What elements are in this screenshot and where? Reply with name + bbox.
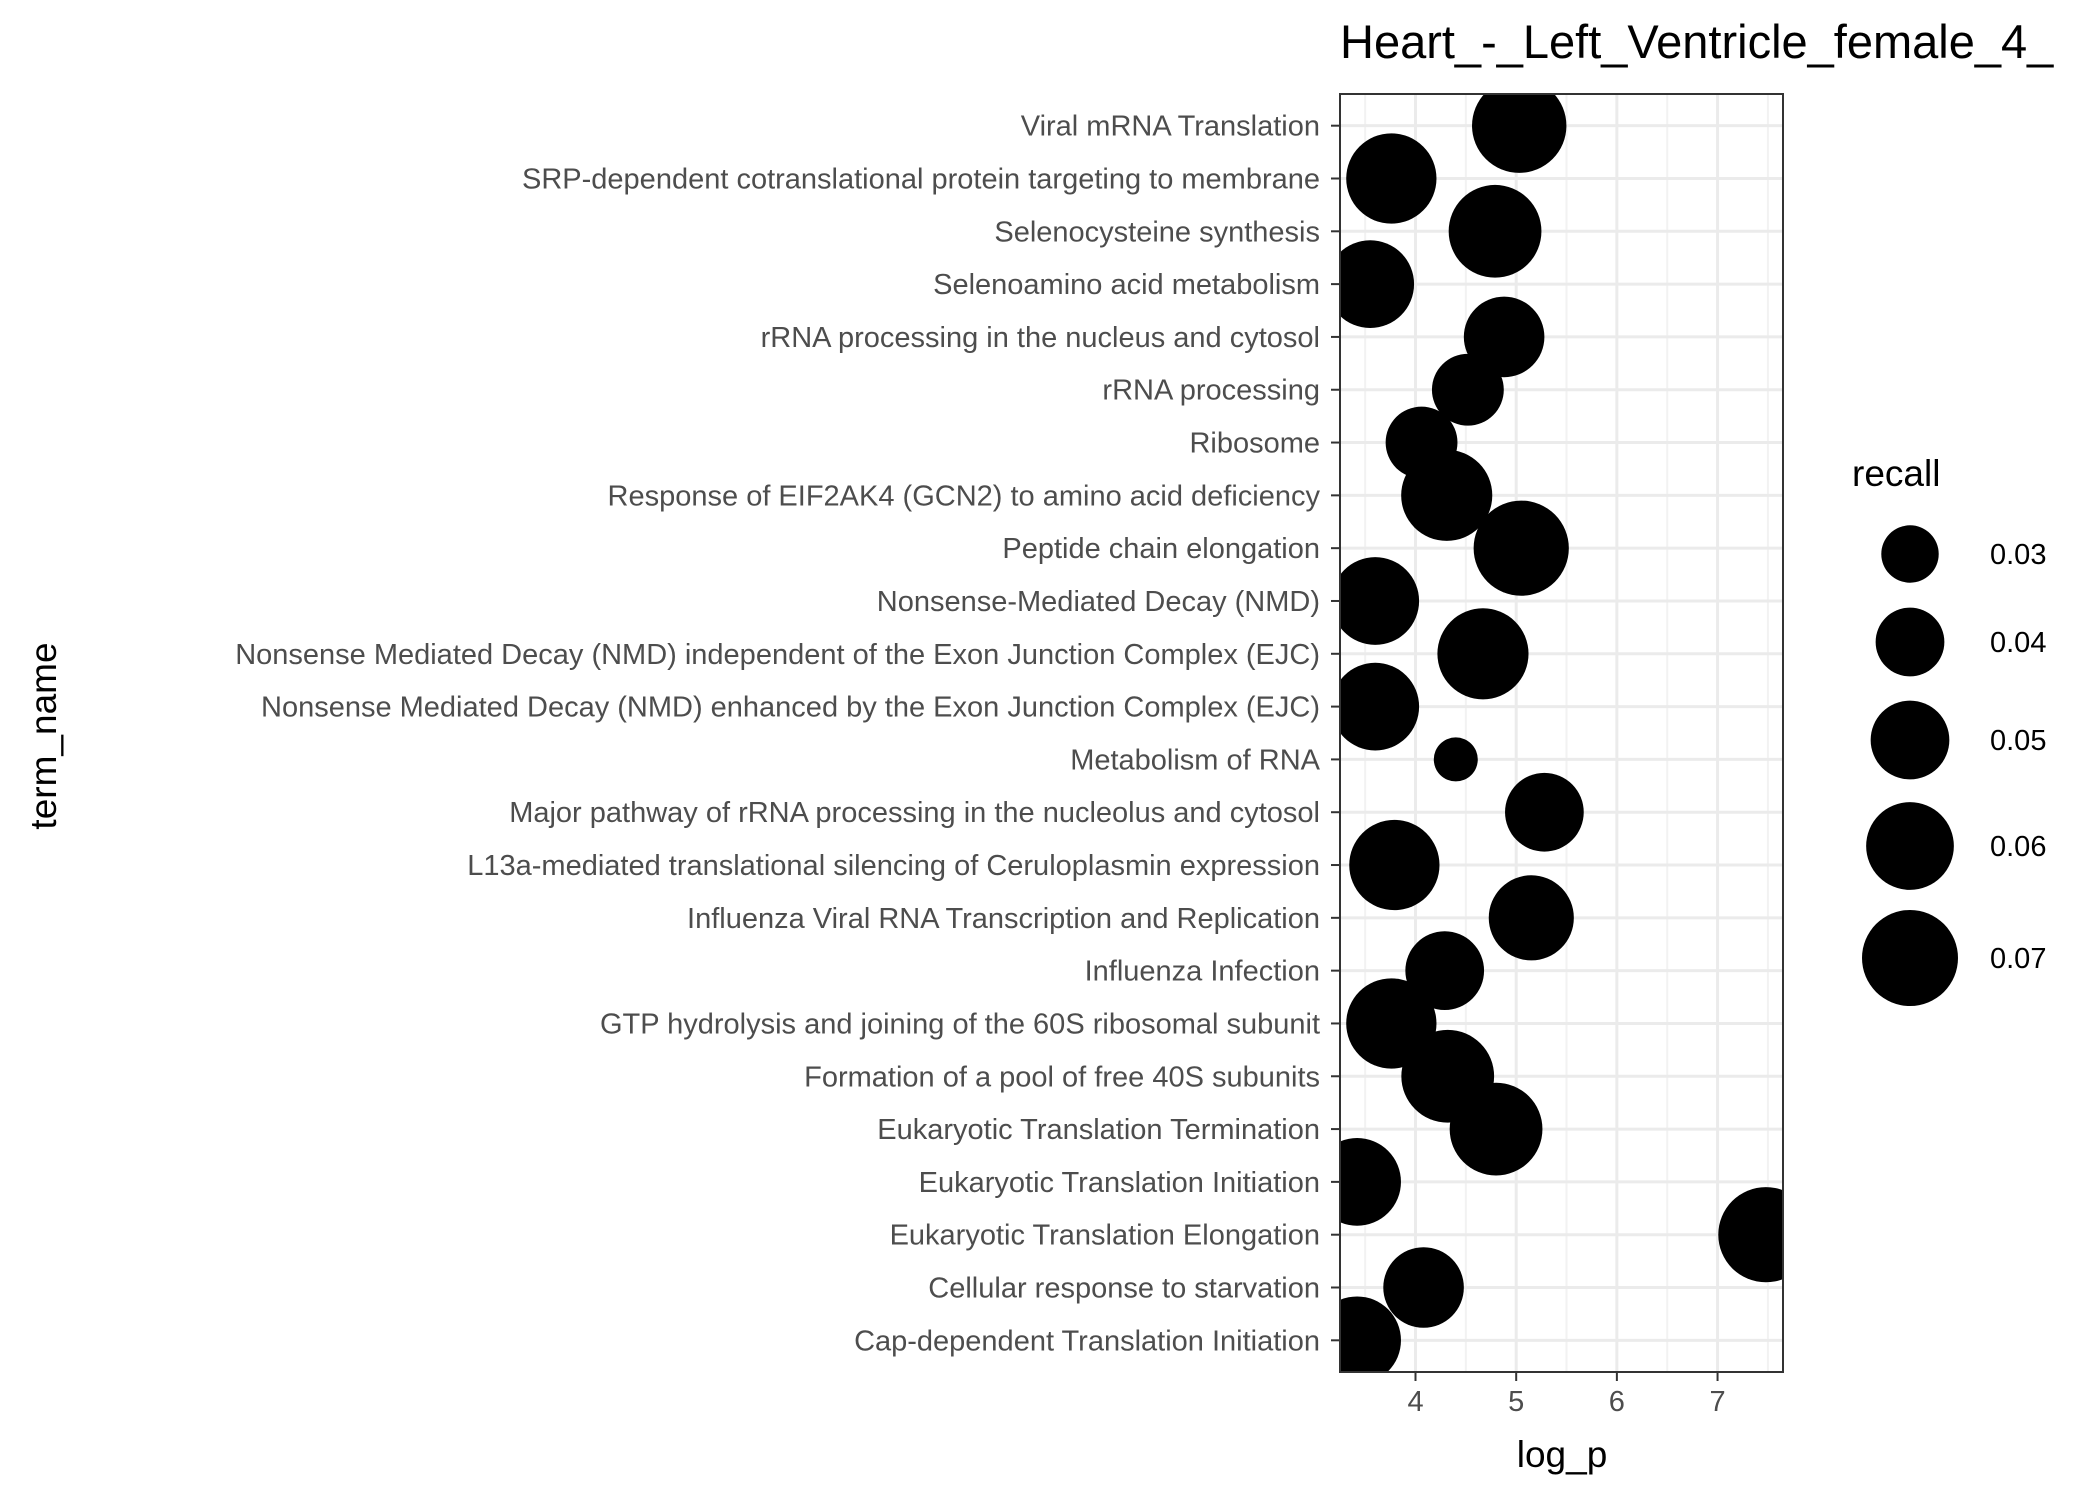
x-tick-label: 5 [1508,1386,1524,1418]
data-point [1340,240,1415,328]
data-point [1346,133,1437,224]
y-tick-label: Eukaryotic Translation Elongation [890,1220,1320,1252]
data-point [1383,1247,1464,1328]
y-tick-label: Response of EIF2AK4 (GCN2) to amino acid… [608,480,1321,512]
data-point [1449,1082,1543,1176]
plot-panel-border [1339,93,1784,1373]
data-point [1340,557,1420,645]
data-point [1448,184,1542,278]
x-tick-label: 7 [1709,1386,1725,1418]
y-tick-label: Eukaryotic Translation Termination [877,1114,1320,1146]
data-point [1340,1296,1401,1372]
data-point [1349,819,1440,911]
legend-key-label: 0.06 [1990,831,2046,863]
data-point [1472,94,1567,173]
legend-key-circle [1866,802,1954,890]
y-tick-label: Nonsense-Mediated Decay (NMD) [877,586,1320,618]
legend-key-label: 0.05 [1990,725,2046,757]
data-point [1340,1138,1401,1226]
y-axis-title: term_name [23,642,64,829]
data-point [1433,737,1478,782]
plot-panel-background [1340,94,1783,1372]
y-tick-label: Cap-dependent Translation Initiation [854,1325,1320,1357]
data-point [1405,931,1485,1010]
data-points [1340,94,1783,1372]
y-tick-label: Nonsense Mediated Decay (NMD) enhanced b… [261,692,1320,724]
data-point [1505,772,1584,852]
legend-key-circle [1881,525,1939,583]
x-axis-title: log_p [1517,1434,1608,1475]
data-point [1473,500,1569,596]
legend-key-label: 0.04 [1990,627,2046,659]
legend-items: 0.03 0.04 0.05 0.06 0.07 [1862,525,2046,1006]
data-point [1340,662,1420,751]
y-tick-label: rRNA processing in the nucleus and cytos… [761,322,1320,354]
y-tick-label: Eukaryotic Translation Initiation [919,1167,1320,1199]
y-tick-label: Selenoamino acid metabolism [933,269,1320,301]
x-tick-label: 6 [1609,1386,1625,1418]
y-tick-label: Influenza Infection [1085,956,1320,988]
legend-key-circle [1870,700,1950,780]
y-tick-label: Cellular response to starvation [928,1273,1320,1305]
y-tick-label: Ribosome [1189,428,1320,460]
x-axis-ticks: 4 5 6 7 [1407,1372,1726,1418]
y-tick-label: Major pathway of rRNA processing in the … [509,797,1320,829]
y-tick-label: Metabolism of RNA [1070,744,1320,776]
data-point [1401,449,1493,541]
y-tick-label: L13a-mediated translational silencing of… [467,850,1320,882]
legend-key-label: 0.07 [1990,943,2046,975]
data-point [1463,296,1545,378]
y-tick-label: Influenza Viral RNA Transcription and Re… [687,903,1320,935]
y-tick-label: GTP hydrolysis and joining of the 60S ri… [600,1008,1320,1040]
data-point [1431,353,1504,426]
y-axis-ticks: Viral mRNA Translation SRP-dependent cotr… [235,111,1340,1357]
legend-key-circle [1862,910,1958,1006]
y-tick-label: Viral mRNA Translation [1021,111,1320,143]
x-tick-label: 4 [1407,1386,1423,1418]
legend-key-circle [1875,607,1945,677]
y-tick-label: rRNA processing [1102,375,1320,407]
y-tick-label: Formation of a pool of free 40S subunits [804,1061,1320,1093]
y-tick-label: Nonsense Mediated Decay (NMD) independen… [235,639,1320,671]
data-point [1488,875,1574,961]
chart-title: Heart_-_Left_Ventricle_female_4_ [1340,15,2054,68]
legend-title: recall [1852,453,1940,494]
data-point [1718,1187,1783,1283]
legend-key-label: 0.03 [1990,539,2046,571]
data-point [1437,608,1529,700]
y-tick-label: SRP-dependent cotranslational protein ta… [522,163,1320,195]
y-tick-label: Peptide chain elongation [1002,533,1320,565]
size-legend: recall 0.03 0.04 0.05 0.06 0.07 [1852,453,2046,1006]
y-tick-label: Selenocysteine synthesis [994,216,1320,248]
